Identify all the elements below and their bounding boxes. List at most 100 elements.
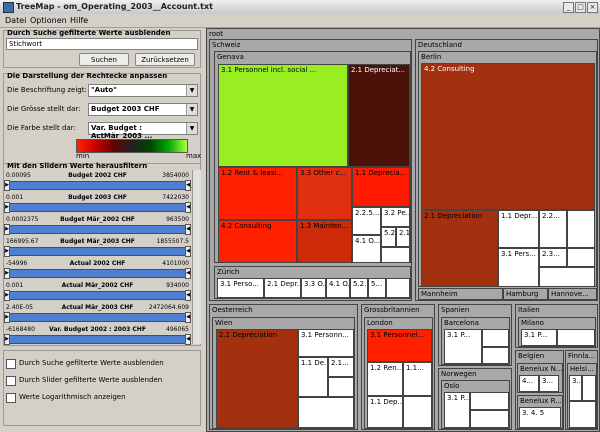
checkbox[interactable] — [6, 359, 16, 369]
slider-track[interactable] — [4, 291, 191, 300]
node-zurich-leaf[interactable]: 5... — [368, 278, 386, 298]
slider-min-handle[interactable]: ▶ — [4, 246, 10, 257]
slider-max-handle[interactable]: ◀ — [185, 224, 191, 235]
node-genf-leaf[interactable]: 2.2.5... — [352, 207, 381, 235]
node-milano-leaf[interactable]: 3.1 P... — [521, 329, 557, 346]
node-hamburg[interactable]: Hamburg — [503, 288, 548, 300]
node-zurich-leaf[interactable]: 2.1 Depr... — [264, 278, 301, 298]
slider-actual-maer-2002[interactable]: 0.001 Actual Mär_2002 CHF 934000 ▶ ◀ — [4, 282, 191, 302]
node-zurich-leaf[interactable]: 3.3 O... — [301, 278, 326, 298]
node-berlin-leaf[interactable]: 2.2... — [539, 210, 567, 248]
slider-max-handle[interactable]: ◀ — [185, 246, 191, 257]
node-genf-deprecia2[interactable]: 1.1 Deprecia... — [352, 167, 410, 207]
node-wien-leaf[interactable]: 3.1 Personn... — [298, 329, 354, 357]
node-oslo-leaf[interactable] — [470, 392, 509, 410]
slider-budget-maer-2003[interactable]: 166995.67 Budget Mär_2003 CHF 1855507.5 … — [4, 238, 191, 258]
node-wien-leaf[interactable]: 2.1... — [328, 357, 354, 377]
slider-track[interactable] — [4, 181, 191, 190]
option-logarithmic[interactable]: Werte Logarithmisch anzeigen — [6, 392, 196, 404]
node-benelux-leaf[interactable]: 3. 4. 5 — [519, 407, 561, 428]
checkbox[interactable] — [6, 393, 16, 403]
slider-track[interactable] — [4, 225, 191, 234]
option-hide-slider-filtered[interactable]: Durch Slider gefilterte Werte ausblenden — [6, 375, 196, 387]
slider-budget-maer-2002[interactable]: 0.0002375 Budget Mär_2002 CHF 963500 ▶ ◀ — [4, 216, 191, 236]
node-genf-leaf[interactable]: 5.2... — [381, 227, 396, 247]
color-select[interactable]: Var. Budget : ActMär_2003 ... ▼ — [88, 122, 198, 140]
slider-scrollbar[interactable] — [192, 170, 201, 344]
node-genf-leaf[interactable]: 2.1... — [396, 227, 410, 247]
slider-budget-2003[interactable]: 0.001 Budget 2003 CHF 7422030 ▶ ◀ — [4, 194, 191, 214]
node-barcelona-leaf[interactable]: 3.1 P... — [444, 329, 482, 364]
node-berlin-leaf[interactable]: 2.3... — [539, 248, 567, 267]
node-london-leaf[interactable]: 1.1 Dep... — [367, 396, 403, 428]
slider-max-handle[interactable]: ◀ — [185, 268, 191, 279]
node-mannheim[interactable]: Mannheim — [418, 288, 503, 300]
node-helsinki-leaf[interactable] — [582, 375, 596, 401]
search-input[interactable]: Stichwort — [6, 38, 198, 50]
slider-min-handle[interactable]: ▶ — [4, 224, 10, 235]
slider-max-handle[interactable]: ◀ — [185, 180, 191, 191]
slider-max-handle[interactable]: ◀ — [185, 334, 191, 345]
node-berlin-leaf[interactable]: 3.1 Pers... — [498, 248, 539, 287]
node-berlin-leaf[interactable]: 1.1 Depr... — [498, 210, 539, 248]
node-zurich-leaf[interactable]: 4.1 O... — [326, 278, 350, 298]
search-button[interactable]: Suchen — [79, 53, 129, 66]
minimize-button[interactable]: _ — [563, 2, 574, 13]
slider-min-handle[interactable]: ▶ — [4, 290, 10, 301]
slider-min-handle[interactable]: ▶ — [4, 268, 10, 279]
checkbox[interactable] — [6, 376, 16, 386]
node-zurich-leaf[interactable] — [386, 278, 410, 298]
node-barcelona-leaf[interactable] — [482, 329, 509, 347]
label-select[interactable]: "Auto" ▼ — [88, 84, 198, 97]
node-helsinki-leaf[interactable] — [569, 401, 596, 428]
menu-optionen[interactable]: Optionen — [30, 16, 67, 25]
close-button[interactable]: × — [587, 2, 598, 13]
node-genf-leaf[interactable]: 4.1 O... — [352, 235, 381, 263]
node-genf-other[interactable]: 3.3 Other c... — [297, 167, 352, 220]
node-oslo-leaf[interactable] — [470, 410, 509, 428]
size-select[interactable]: Budget 2003 CHF ▼ — [88, 103, 198, 116]
slider-actual-2002[interactable]: -54996 Actual 2002 CHF 4101000 ▶ ◀ — [4, 260, 191, 280]
node-barcelona-leaf[interactable] — [482, 347, 509, 364]
option-hide-search-filtered[interactable]: Durch Suche gefilterte Werte ausblenden — [6, 358, 196, 370]
node-genf-mainten[interactable]: 1.3 Mainten... — [297, 220, 352, 263]
slider-max-handle[interactable]: ◀ — [185, 290, 191, 301]
node-genf-leaf[interactable] — [381, 247, 410, 263]
slider-track[interactable] — [4, 247, 191, 256]
node-berlin-leaf[interactable] — [539, 267, 595, 287]
slider-min-handle[interactable]: ▶ — [4, 202, 10, 213]
node-wien-leaf[interactable] — [298, 397, 354, 428]
slider-max-handle[interactable]: ◀ — [185, 202, 191, 213]
node-london-leaf[interactable]: 1.1... — [403, 362, 432, 396]
node-oslo-leaf[interactable]: 3.1 P... — [444, 392, 470, 428]
node-helsinki-leaf[interactable]: 3... — [569, 375, 582, 401]
menu-hilfe[interactable]: Hilfe — [70, 16, 89, 25]
slider-actual-maer-2003[interactable]: 2.40E-05 Actual Mär_2003 CHF 2472064.609… — [4, 304, 191, 324]
node-milano-leaf[interactable] — [557, 329, 595, 346]
node-hannover[interactable]: Hannove... — [548, 288, 597, 300]
node-genf-personnel[interactable]: 3.1 Personnel incl. social ... — [218, 64, 348, 167]
node-zurich-leaf[interactable]: 5.2... — [350, 278, 368, 298]
slider-max-handle[interactable]: ◀ — [185, 312, 191, 323]
node-wien-depreciation[interactable]: 2.1 Depreciation — [216, 329, 298, 428]
node-genf-leaf[interactable]: 3.2 Pe... — [381, 207, 410, 227]
node-wien-leaf[interactable] — [328, 377, 354, 397]
slider-min-handle[interactable]: ▶ — [4, 312, 10, 323]
node-benelux-leaf[interactable]: 4... — [519, 375, 539, 392]
menu-datei[interactable]: Datei — [5, 16, 27, 25]
slider-budget-2002[interactable]: 0.00095 Budget 2002 CHF 3854000 ▶ ◀ — [4, 172, 191, 192]
slider-track[interactable] — [4, 269, 191, 278]
node-berlin-leaf[interactable] — [567, 210, 595, 248]
node-wien-leaf[interactable]: 1.1 De... — [298, 357, 328, 397]
node-berlin-leaf[interactable] — [567, 248, 595, 267]
node-london-leaf[interactable]: 1.2 Ren... — [367, 362, 403, 396]
node-london-personnel[interactable]: 3.1 Personnel... — [367, 329, 432, 362]
treemap-canvas[interactable]: root Schweiz Genava 3.1 Personnel incl. … — [206, 28, 600, 432]
node-zurich-leaf[interactable]: 3.1 Perso... — [217, 278, 264, 298]
node-benelux-leaf[interactable]: 3... — [539, 375, 559, 392]
node-genf-depreciat[interactable]: 2.1 Depreciat... — [348, 64, 410, 167]
node-london-leaf[interactable] — [403, 396, 432, 428]
node-berlin-consulting[interactable]: 4.2 Consulting — [421, 63, 595, 210]
slider-track[interactable] — [4, 203, 191, 212]
node-genf-rent[interactable]: 1.2 Rent & leasi... — [218, 167, 297, 220]
